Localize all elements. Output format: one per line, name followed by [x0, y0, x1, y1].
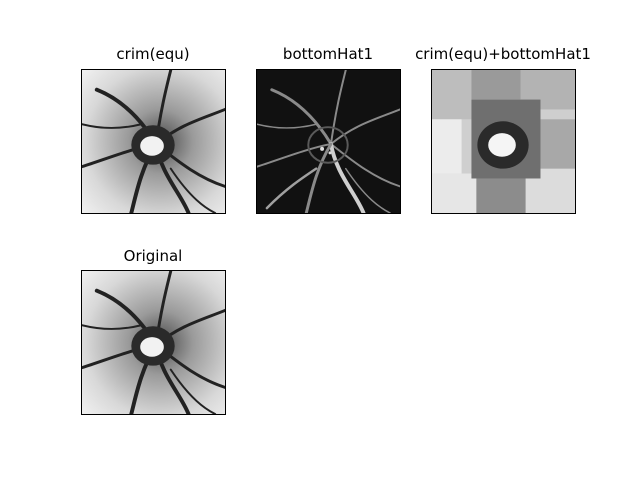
panel-title-bottomhat1: bottomHat1 [282, 45, 374, 63]
image-bottomhat1 [256, 69, 401, 214]
fundus-image-original [82, 271, 225, 414]
panel-title-original: Original [123, 247, 183, 265]
image-crim-equ [81, 69, 226, 214]
fundus-image-crim-plus-bottomhat1 [432, 70, 575, 213]
image-crim-plus-bottomhat1 [431, 69, 576, 214]
panel-title-crim-equ: crim(equ) [116, 45, 190, 63]
fundus-image-crim-equ [82, 70, 225, 213]
fundus-image-bottomhat1 [257, 70, 400, 213]
image-original [81, 270, 226, 415]
panel-title-crim-plus-bottomhat1: crim(equ)+bottomHat1 [415, 45, 591, 63]
